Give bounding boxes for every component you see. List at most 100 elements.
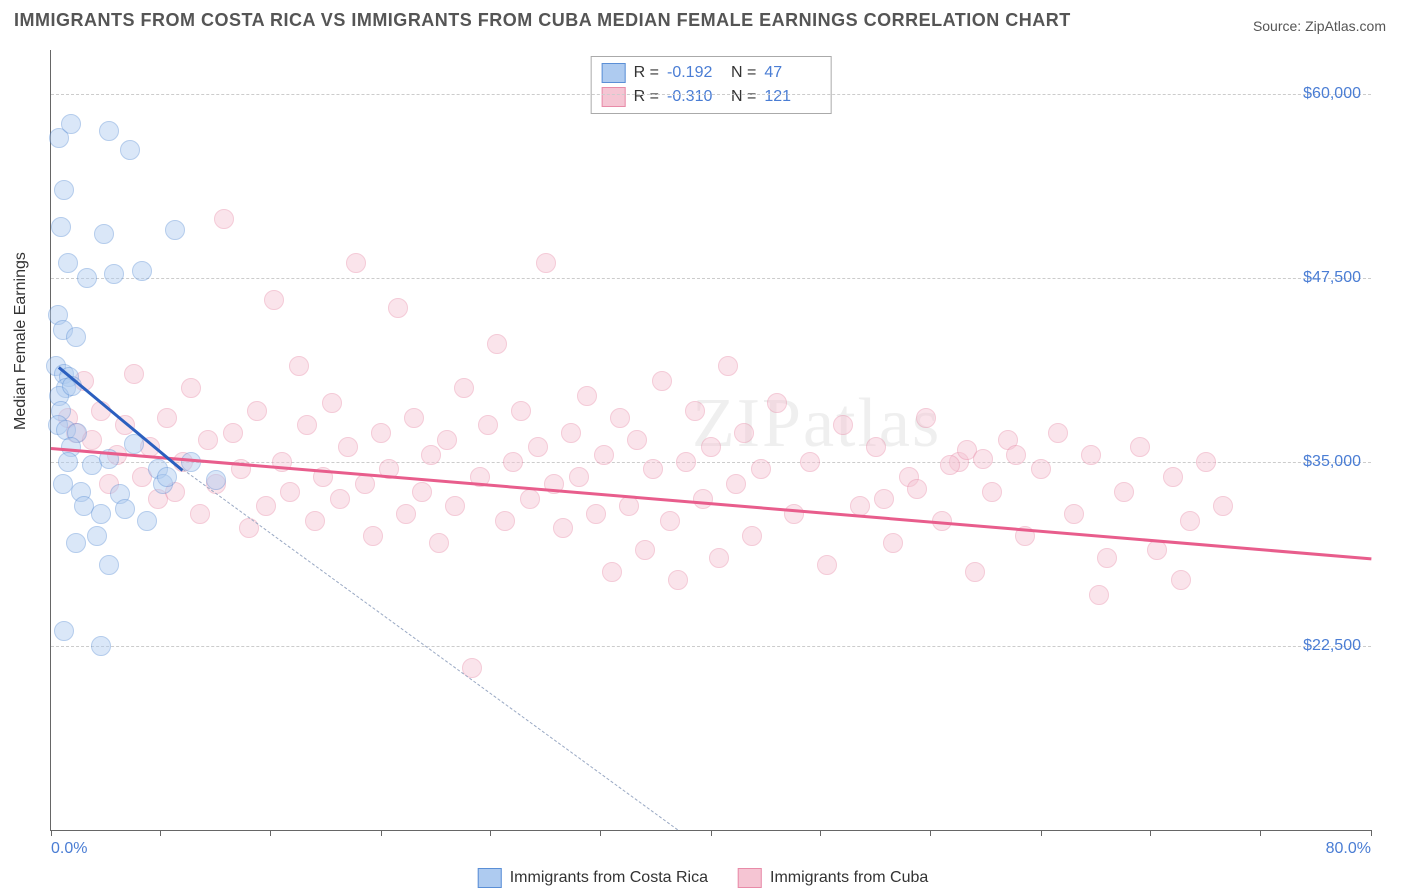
n-label: N =	[731, 88, 756, 106]
data-point-cuba	[346, 253, 366, 273]
data-point-cuba	[586, 504, 606, 524]
data-point-cuba	[833, 415, 853, 435]
legend-item-series-a: Immigrants from Costa Rica	[478, 868, 708, 888]
data-point-cuba	[1196, 452, 1216, 472]
data-point-cuba	[767, 393, 787, 413]
data-point-cuba	[784, 504, 804, 524]
y-tick-label: $60,000	[1303, 85, 1361, 103]
data-point-cuba	[1048, 423, 1068, 443]
r-label: R =	[634, 64, 659, 82]
data-point-cuba	[569, 467, 589, 487]
data-point-costa-rica	[165, 220, 185, 240]
x-tick	[1260, 830, 1261, 836]
data-point-cuba	[338, 437, 358, 457]
data-point-cuba	[404, 408, 424, 428]
data-point-costa-rica	[104, 264, 124, 284]
data-point-cuba	[198, 430, 218, 450]
x-tick	[270, 830, 271, 836]
data-point-cuba	[866, 437, 886, 457]
data-point-cuba	[1081, 445, 1101, 465]
data-point-costa-rica	[157, 467, 177, 487]
data-point-cuba	[627, 430, 647, 450]
data-point-cuba	[503, 452, 523, 472]
x-tick	[160, 830, 161, 836]
trend-extrapolate-costa-rica	[183, 470, 679, 831]
data-point-costa-rica	[94, 224, 114, 244]
chart-plot-area: ZIPatlas R = -0.192 N = 47 R = -0.310 N …	[50, 50, 1371, 831]
x-tick	[820, 830, 821, 836]
data-point-cuba	[709, 548, 729, 568]
data-point-cuba	[594, 445, 614, 465]
chart-title: IMMIGRANTS FROM COSTA RICA VS IMMIGRANTS…	[14, 10, 1071, 31]
legend-item-series-b: Immigrants from Cuba	[738, 868, 928, 888]
data-point-cuba	[643, 459, 663, 479]
gridline	[51, 646, 1371, 647]
data-point-cuba	[297, 415, 317, 435]
data-point-cuba	[305, 511, 325, 531]
data-point-costa-rica	[53, 474, 73, 494]
data-point-costa-rica	[54, 621, 74, 641]
data-point-cuba	[668, 570, 688, 590]
data-point-cuba	[264, 290, 284, 310]
correlation-legend: R = -0.192 N = 47 R = -0.310 N = 121	[591, 56, 832, 114]
data-point-costa-rica	[91, 636, 111, 656]
data-point-cuba	[429, 533, 449, 553]
data-point-cuba	[973, 449, 993, 469]
data-point-cuba	[289, 356, 309, 376]
data-point-cuba	[528, 437, 548, 457]
y-tick-label: $35,000	[1303, 453, 1361, 471]
data-point-cuba	[742, 526, 762, 546]
r-value-series-b: -0.310	[667, 88, 723, 106]
y-tick-label: $47,500	[1303, 269, 1361, 287]
data-point-cuba	[412, 482, 432, 502]
data-point-cuba	[817, 555, 837, 575]
data-point-cuba	[940, 455, 960, 475]
y-axis-label: Median Female Earnings	[12, 252, 30, 430]
data-point-cuba	[619, 496, 639, 516]
data-point-costa-rica	[54, 180, 74, 200]
data-point-costa-rica	[51, 217, 71, 237]
x-tick	[1371, 830, 1372, 836]
data-point-cuba	[1006, 445, 1026, 465]
data-point-cuba	[561, 423, 581, 443]
data-point-cuba	[701, 437, 721, 457]
n-value-series-b: 121	[764, 88, 820, 106]
data-point-cuba	[1147, 540, 1167, 560]
data-point-cuba	[223, 423, 243, 443]
x-tick	[930, 830, 931, 836]
data-point-cuba	[726, 474, 746, 494]
data-point-costa-rica	[137, 511, 157, 531]
data-point-cuba	[751, 459, 771, 479]
r-value-series-a: -0.192	[667, 64, 723, 82]
data-point-costa-rica	[206, 470, 226, 490]
gridline	[51, 94, 1371, 95]
data-point-cuba	[536, 253, 556, 273]
data-point-cuba	[883, 533, 903, 553]
x-tick-label-start: 0.0%	[51, 840, 87, 858]
data-point-cuba	[280, 482, 300, 502]
swatch-series-b	[602, 87, 626, 107]
n-label: N =	[731, 64, 756, 82]
data-point-cuba	[214, 209, 234, 229]
data-point-cuba	[1031, 459, 1051, 479]
data-point-cuba	[676, 452, 696, 472]
data-point-costa-rica	[61, 114, 81, 134]
data-point-cuba	[916, 408, 936, 428]
data-point-cuba	[487, 334, 507, 354]
data-point-costa-rica	[132, 261, 152, 281]
data-point-cuba	[124, 364, 144, 384]
x-tick	[1150, 830, 1151, 836]
data-point-cuba	[1089, 585, 1109, 605]
legend-label-series-b: Immigrants from Cuba	[770, 869, 928, 887]
legend-label-series-a: Immigrants from Costa Rica	[510, 869, 708, 887]
data-point-cuba	[157, 408, 177, 428]
data-point-cuba	[1213, 496, 1233, 516]
data-point-cuba	[1171, 570, 1191, 590]
data-point-cuba	[445, 496, 465, 516]
data-point-cuba	[1064, 504, 1084, 524]
x-tick	[711, 830, 712, 836]
data-point-costa-rica	[58, 253, 78, 273]
data-point-cuba	[511, 401, 531, 421]
data-point-cuba	[396, 504, 416, 524]
legend-row-series-a: R = -0.192 N = 47	[602, 61, 821, 85]
